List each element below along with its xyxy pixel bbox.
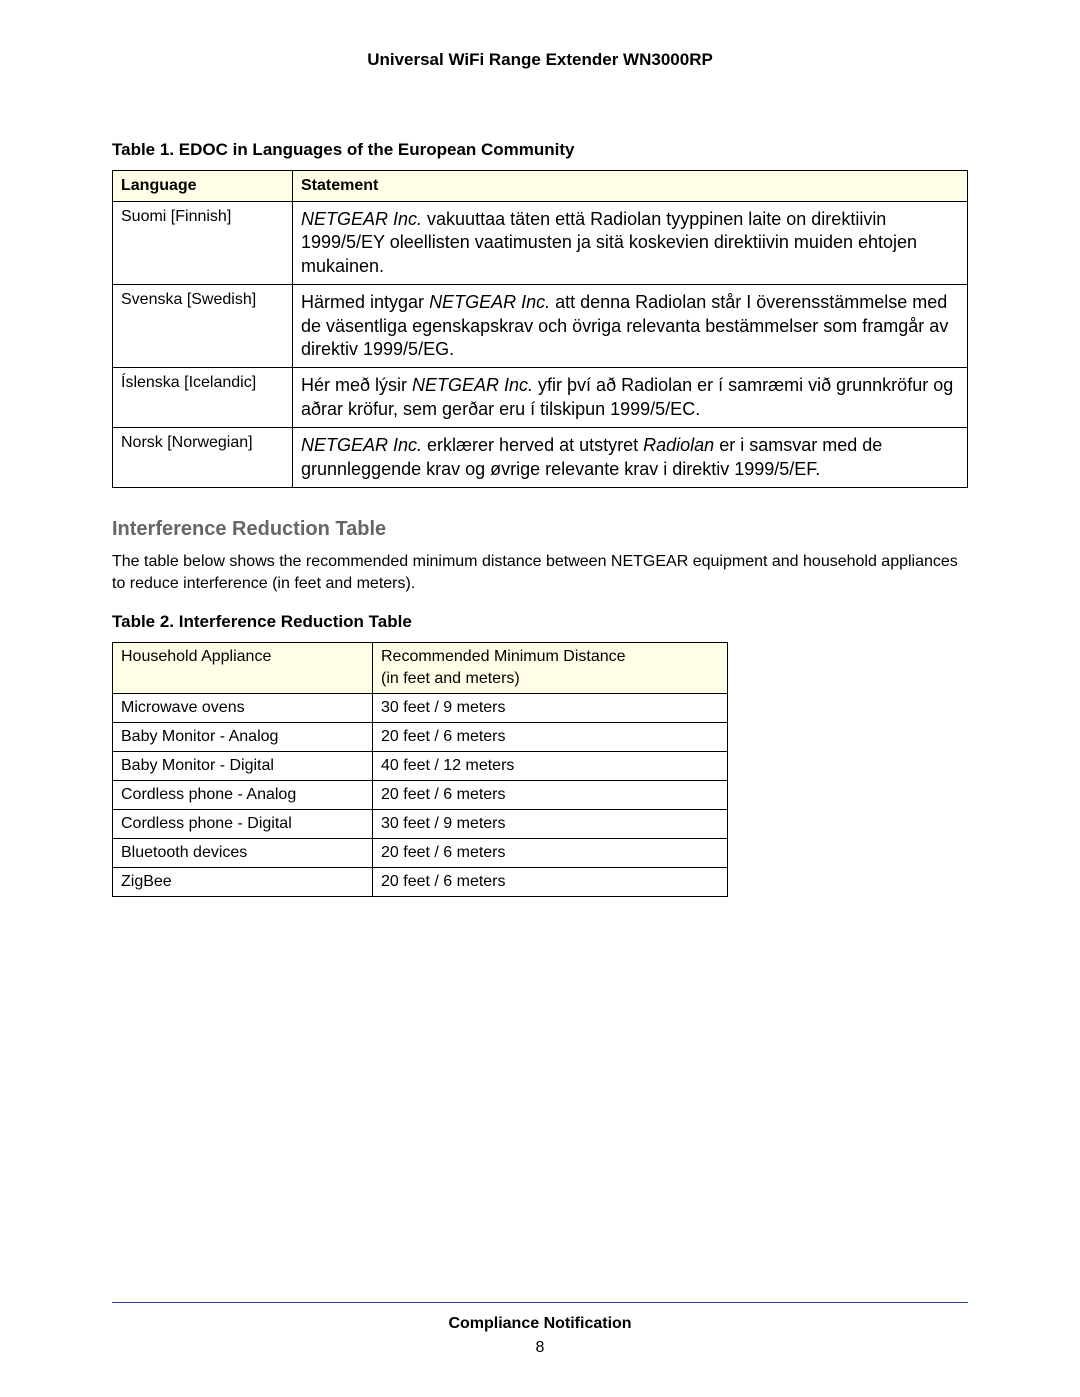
table-header-row: Language Statement: [113, 171, 968, 202]
table-row: Bluetooth devices 20 feet / 6 meters: [113, 839, 728, 868]
cell-appliance: Baby Monitor - Digital: [113, 752, 373, 781]
table-row: Suomi [Finnish] NETGEAR Inc. vakuuttaa t…: [113, 202, 968, 285]
table-row: Cordless phone - Digital 30 feet / 9 met…: [113, 810, 728, 839]
col-appliance: Household Appliance: [113, 643, 373, 694]
interference-reduction-table: Household Appliance Recommended Minimum …: [112, 642, 728, 897]
cell-distance: 20 feet / 6 meters: [373, 839, 728, 868]
cell-appliance: Baby Monitor - Analog: [113, 723, 373, 752]
table-row: ZigBee 20 feet / 6 meters: [113, 868, 728, 897]
col-statement: Statement: [293, 171, 968, 202]
cell-appliance: Cordless phone - Digital: [113, 810, 373, 839]
cell-appliance: ZigBee: [113, 868, 373, 897]
cell-appliance: Microwave ovens: [113, 694, 373, 723]
table-row: Microwave ovens 30 feet / 9 meters: [113, 694, 728, 723]
cell-statement: NETGEAR Inc. erklærer herved at utstyret…: [293, 428, 968, 488]
cell-distance: 20 feet / 6 meters: [373, 781, 728, 810]
cell-language: Suomi [Finnish]: [113, 202, 293, 285]
col-distance: Recommended Minimum Distance (in feet an…: [373, 643, 728, 694]
table-row: Cordless phone - Analog 20 feet / 6 mete…: [113, 781, 728, 810]
table-row: Baby Monitor - Analog 20 feet / 6 meters: [113, 723, 728, 752]
table-row: Íslenska [Icelandic] Hér með lýsir NETGE…: [113, 368, 968, 428]
cell-distance: 30 feet / 9 meters: [373, 694, 728, 723]
cell-appliance: Cordless phone - Analog: [113, 781, 373, 810]
cell-language: Svenska [Swedish]: [113, 285, 293, 368]
edoc-languages-table: Language Statement Suomi [Finnish] NETGE…: [112, 170, 968, 488]
document-title: Universal WiFi Range Extender WN3000RP: [112, 50, 968, 70]
table1-caption: Table 1. EDOC in Languages of the Europe…: [112, 140, 968, 160]
section-paragraph: The table below shows the recommended mi…: [112, 551, 968, 594]
cell-distance: 40 feet / 12 meters: [373, 752, 728, 781]
cell-distance: 20 feet / 6 meters: [373, 723, 728, 752]
col-language: Language: [113, 171, 293, 202]
cell-language: Norsk [Norwegian]: [113, 428, 293, 488]
footer-title: Compliance Notification: [0, 1315, 1080, 1333]
table-row: Svenska [Swedish] Härmed intygar NETGEAR…: [113, 285, 968, 368]
cell-statement: Härmed intygar NETGEAR Inc. att denna Ra…: [293, 285, 968, 368]
table2-caption: Table 2. Interference Reduction Table: [112, 612, 968, 632]
table-row: Baby Monitor - Digital 40 feet / 12 mete…: [113, 752, 728, 781]
cell-distance: 20 feet / 6 meters: [373, 868, 728, 897]
page-footer: Compliance Notification 8: [0, 1302, 1080, 1357]
cell-statement: NETGEAR Inc. vakuuttaa täten että Radiol…: [293, 202, 968, 285]
cell-distance: 30 feet / 9 meters: [373, 810, 728, 839]
footer-page-number: 8: [0, 1339, 1080, 1357]
cell-statement: Hér með lýsir NETGEAR Inc. yfir því að R…: [293, 368, 968, 428]
section-heading: Interference Reduction Table: [112, 518, 968, 541]
table-row: Norsk [Norwegian] NETGEAR Inc. erklærer …: [113, 428, 968, 488]
footer-rule: [112, 1302, 968, 1303]
cell-appliance: Bluetooth devices: [113, 839, 373, 868]
cell-language: Íslenska [Icelandic]: [113, 368, 293, 428]
table-header-row: Household Appliance Recommended Minimum …: [113, 643, 728, 694]
